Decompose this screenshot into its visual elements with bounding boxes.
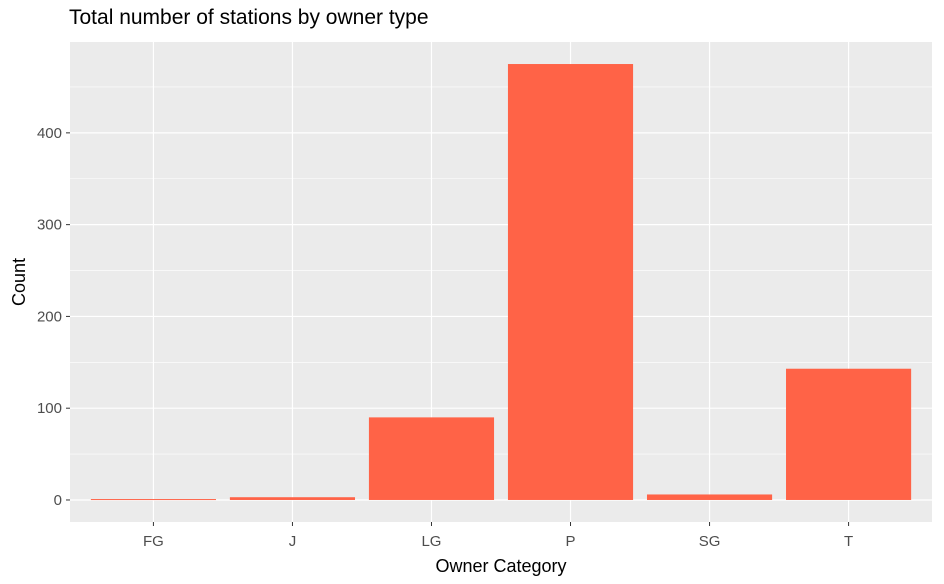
axes: 0 100 200 300 400 FG J LG P SG T — [37, 125, 853, 550]
y-tick-label: 0 — [54, 492, 62, 509]
bar-sg — [646, 494, 773, 500]
x-tick-label: T — [844, 533, 853, 550]
bar-t — [786, 368, 912, 500]
bar-lg — [368, 417, 495, 500]
chart-title: Total number of stations by owner type — [69, 6, 429, 29]
bar-p — [507, 64, 634, 500]
x-tick-label: LG — [421, 533, 441, 550]
bars — [90, 64, 912, 501]
x-tick-label: FG — [143, 533, 164, 550]
y-axis-label: Count — [9, 258, 29, 306]
y-tick-label: 100 — [37, 400, 62, 417]
x-tick-label: SG — [699, 533, 721, 550]
bar-j — [229, 497, 356, 500]
x-tick-label: J — [289, 533, 297, 550]
y-tick-label: 200 — [37, 308, 62, 325]
x-axis-label: Owner Category — [435, 556, 566, 576]
x-tick-label: P — [566, 533, 576, 550]
y-tick-label: 300 — [37, 217, 62, 234]
bar-fg — [90, 499, 216, 501]
y-tick-label: 400 — [37, 125, 62, 142]
